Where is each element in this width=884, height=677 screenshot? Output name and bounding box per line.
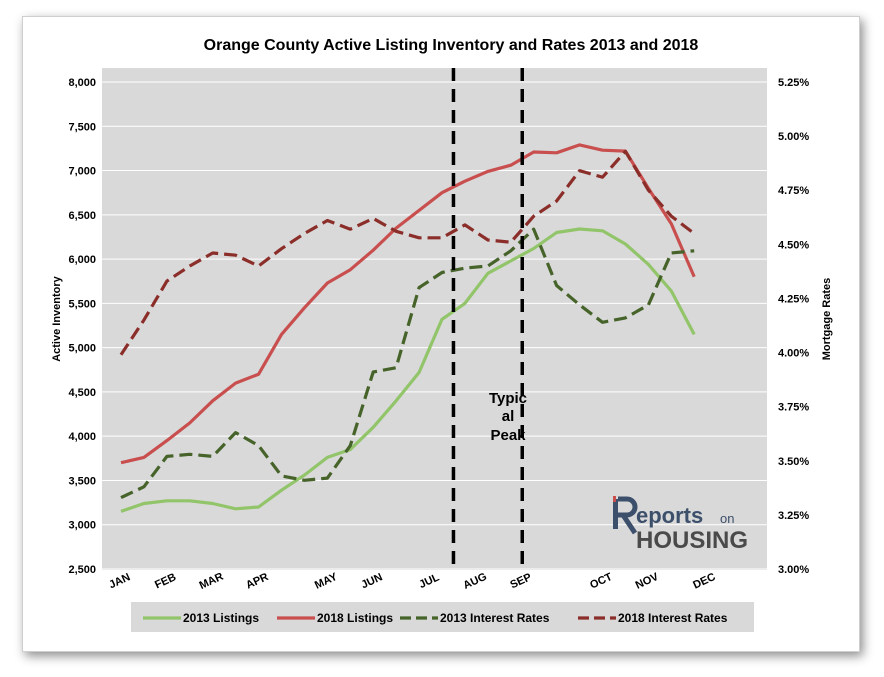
x-tick-label: JUL [417, 571, 441, 591]
logo-text-on: on [720, 511, 734, 526]
chart-title: Orange County Active Listing Inventory a… [204, 37, 699, 54]
series-line-1 [120, 143, 696, 465]
series-line-3 [119, 149, 696, 356]
x-tick-label: MAR [198, 571, 226, 592]
x-tick-label: MAY [313, 571, 340, 592]
plot-area [102, 68, 767, 570]
x-tick-label: AUG [462, 571, 489, 592]
x-tick-label: NOV [634, 571, 661, 592]
legend: 2013 Listings 2018 Listings 2013 Interest … [143, 611, 728, 625]
left-tick-label: 3,000 [68, 520, 96, 532]
y-axis-label: Active Inventory [51, 275, 63, 361]
left-tick-label: 5,000 [68, 343, 96, 355]
right-tick-label: 4.50% [778, 239, 809, 251]
x-tick-label: JAN [107, 571, 132, 591]
reports-on-housing-logo: eports on HOUSING [613, 496, 748, 554]
legend-label-0: 2013 Listings [183, 611, 259, 625]
y2-axis-label: Mortgage Rates [821, 278, 833, 361]
x-tick-label: JUN [359, 571, 384, 591]
left-tick-label: 4,000 [68, 431, 96, 443]
right-tick-label: 4.75% [778, 185, 809, 197]
x-tick-label: OCT [588, 571, 614, 592]
series-group [119, 143, 696, 513]
right-tick-label: 3.75% [778, 402, 809, 414]
left-tick-label: 3,500 [68, 475, 96, 487]
x-tick-label: APR [244, 571, 270, 592]
x-tick-label: DEC [691, 571, 717, 592]
x-axis-ticks: JAN FEB MAR APR MAY JUN JUL AUG SEP OCT NOV DEC [107, 571, 717, 592]
x-tick-label: SEP [508, 571, 533, 591]
right-tick-label: 4.25% [778, 293, 809, 305]
left-tick-label: 5,500 [68, 298, 96, 310]
series-line-0 [120, 227, 696, 513]
logo-text-reports: eports [636, 503, 703, 528]
legend-label-2: 2013 Interest Rates [440, 611, 550, 625]
logo-r-icon [613, 496, 638, 535]
left-tick-label: 7,500 [68, 121, 96, 133]
left-tick-label: 6,500 [68, 210, 96, 222]
left-tick-label: 6,000 [68, 254, 96, 266]
peak-annotation-line-2: al [502, 408, 515, 425]
right-tick-label: 3.50% [778, 456, 809, 468]
right-tick-label: 5.25% [778, 77, 809, 89]
left-tick-label: 4,500 [68, 387, 96, 399]
grid [102, 81, 767, 570]
right-tick-label: 3.25% [778, 510, 809, 522]
x-tick-label: FEB [153, 571, 178, 591]
left-axis-ticks: 2,500 3,000 3,500 4,000 4,500 5,000 5,500 6,000… [68, 77, 96, 576]
left-tick-label: 8,000 [68, 77, 96, 89]
peak-annotation-line-3: Peak [490, 427, 526, 444]
peak-annotation-line-1: Typic [489, 390, 527, 407]
right-axis-ticks: 3.00% 3.25% 3.50% 3.75% 4.00% 4.25% 4.50% 4.75%… [778, 77, 809, 576]
series-line-2 [120, 227, 695, 500]
logo-text-housing: HOUSING [636, 527, 748, 554]
right-tick-label: 4.00% [778, 348, 809, 360]
left-tick-label: 2,500 [68, 564, 96, 576]
left-tick-label: 7,000 [68, 166, 96, 178]
peak-annotation: Typic al Peak [489, 390, 527, 444]
legend-box [131, 602, 754, 632]
right-tick-label: 3.00% [778, 564, 809, 576]
right-tick-label: 5.00% [778, 131, 809, 143]
legend-label-3: 2018 Interest Rates [618, 611, 728, 625]
legend-label-1: 2018 Listings [317, 611, 393, 625]
